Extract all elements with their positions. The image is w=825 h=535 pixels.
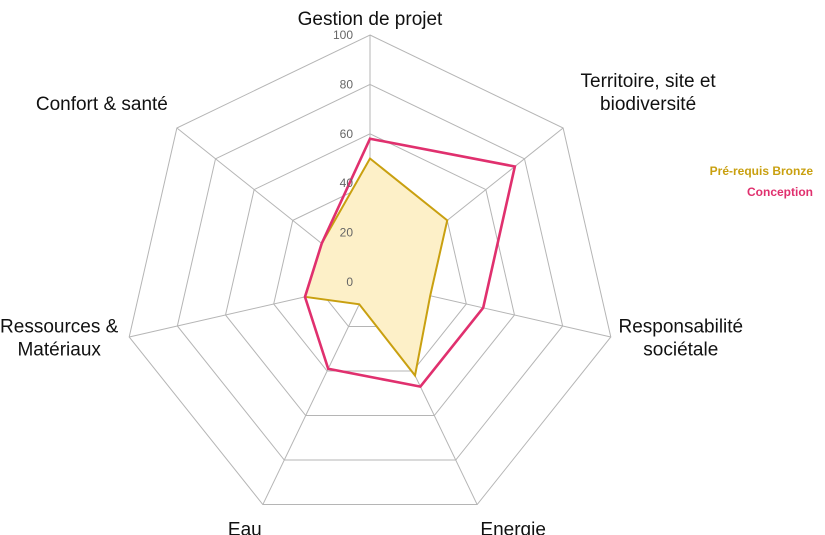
axis-label-confort-sante: Confort & santé — [36, 94, 168, 115]
grid-ring-80 — [176, 83, 564, 461]
legend-item-conception: Conception — [747, 185, 813, 199]
axis-label-eau: Eau — [228, 520, 262, 535]
radar-series — [303, 137, 517, 389]
tick-label-100: 100 — [333, 28, 353, 42]
grid-ring-60 — [224, 133, 516, 417]
series-pre-requis-bronze — [303, 156, 449, 378]
grid-ring-40 — [273, 182, 467, 372]
tick-label-80: 80 — [340, 77, 354, 91]
series-conception — [303, 137, 517, 389]
grid-ring-100 — [128, 34, 612, 506]
tick-label-0: 0 — [346, 275, 353, 289]
axis-labels: Gestion de projet Territoire, site et biod… — [0, 9, 743, 535]
tick-label-20: 20 — [340, 226, 354, 240]
axis-label-energie: Energie — [480, 520, 546, 535]
axis-label-territoire-site-et-biodiversite: Territoire, site et biodiversité — [581, 71, 717, 115]
legend-item-pre-requis-bronze: Pré-requis Bronze — [710, 164, 814, 178]
axis-label-gestion-de-projet: Gestion de projet — [298, 9, 443, 30]
tick-label-40: 40 — [340, 176, 354, 190]
axis-label-responsabilite-societale: Responsabilité sociétale — [618, 316, 743, 360]
radial-tick-labels: 0 20 40 60 80 100 — [333, 28, 353, 289]
legend: Pré-requis Bronze Conception — [710, 164, 814, 199]
tick-label-60: 60 — [340, 127, 354, 141]
spoke-eau — [262, 281, 371, 505]
axis-label-ressources-materiaux: Ressources & Matériaux — [0, 316, 119, 360]
